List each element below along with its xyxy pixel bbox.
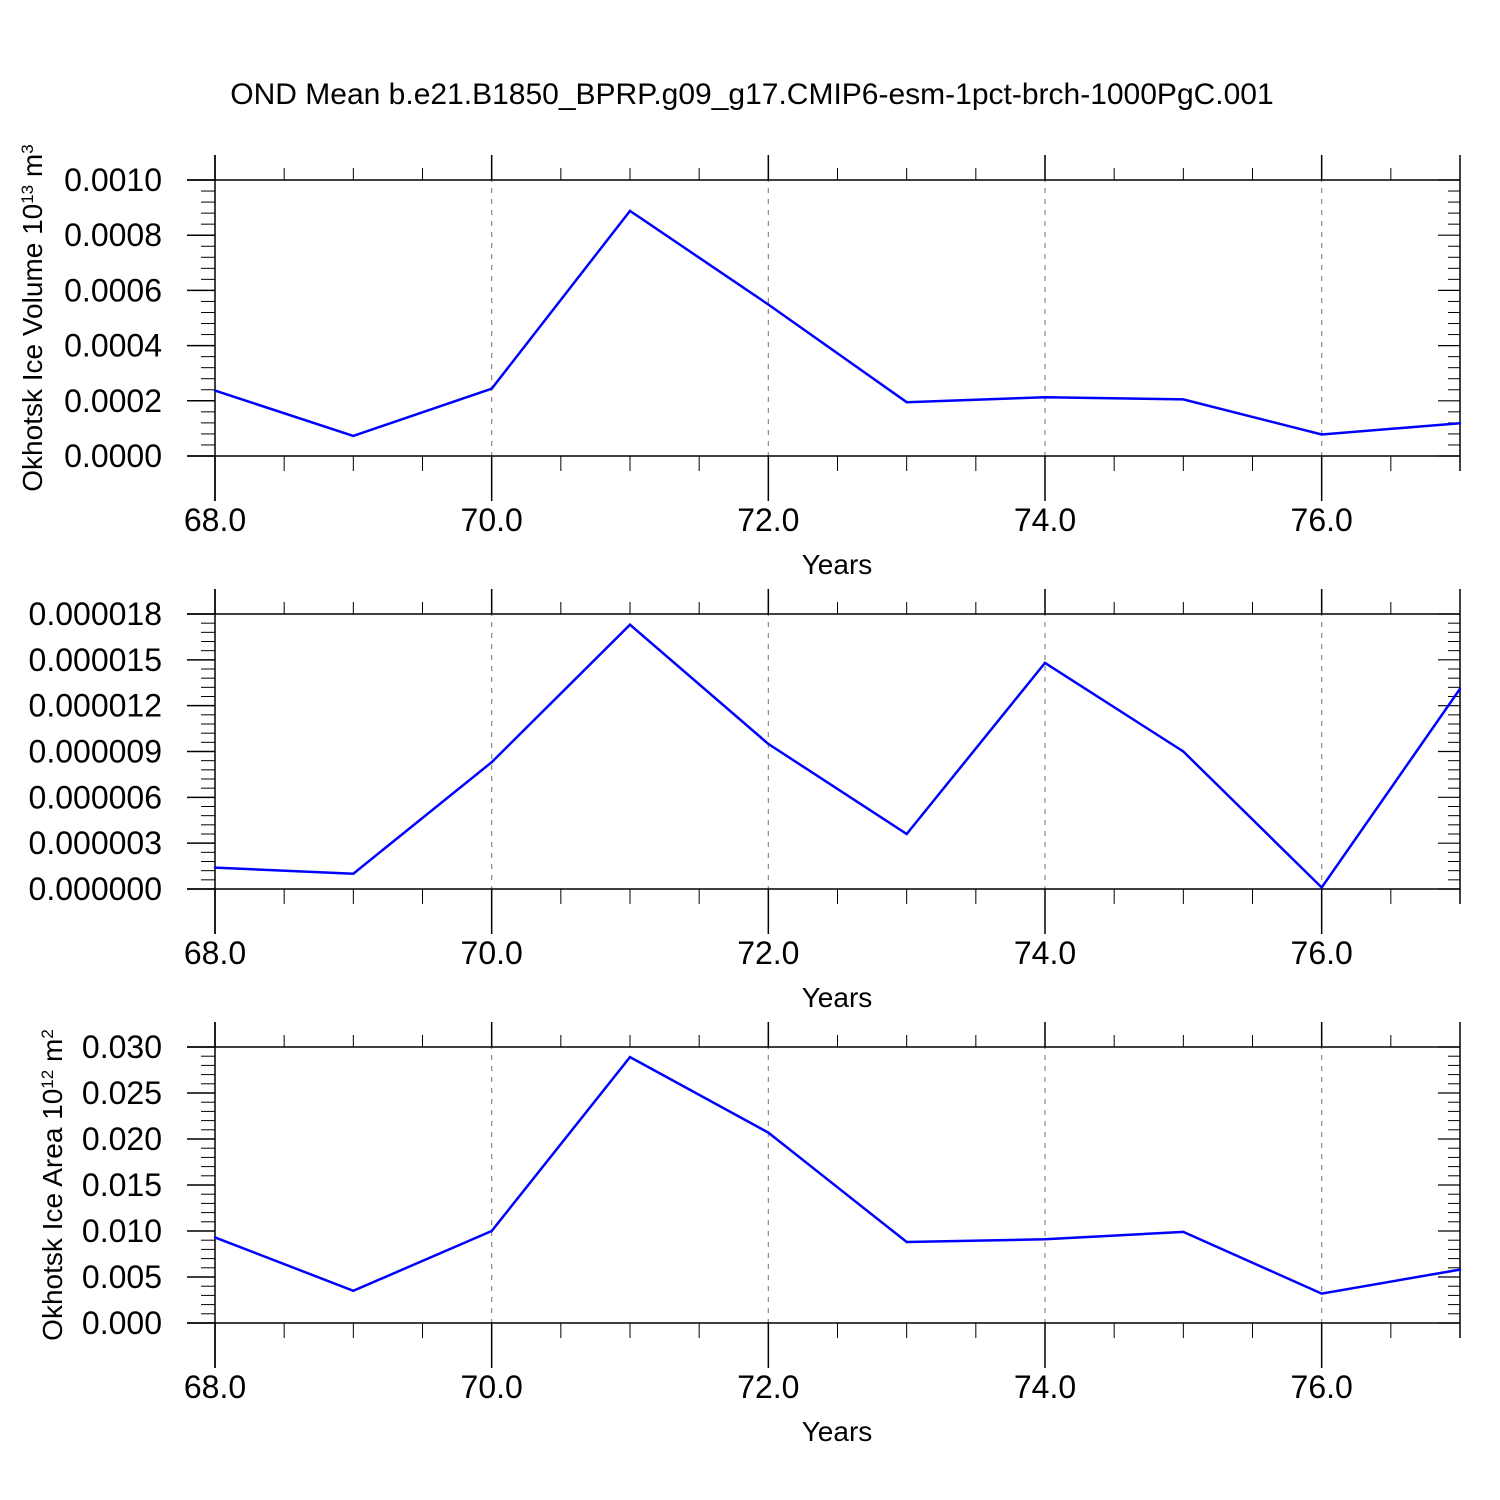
data-point (1182, 398, 1185, 401)
y-tick-label: 0.0008 (64, 217, 162, 253)
data-point (1458, 687, 1462, 691)
x-tick-label: 72.0 (737, 1369, 799, 1405)
y-axis-label: Okhotsk Ice Volume 1013 m3 (17, 144, 48, 491)
y-label-superscript: 13 (18, 185, 37, 204)
data-point (1043, 396, 1047, 399)
y-tick-label: 0.000003 (29, 825, 162, 861)
x-tick-label: 72.0 (737, 502, 799, 538)
y-tick-label: 0.0004 (64, 328, 162, 364)
x-tick-label: 68.0 (184, 1369, 246, 1405)
y-tick-label: 0.015 (82, 1167, 162, 1203)
data-point (1320, 1292, 1323, 1295)
y-label-superscript: 12 (38, 1070, 57, 1089)
data-point (1182, 750, 1185, 753)
y-tick-label: 0.000000 (29, 871, 162, 907)
x-tick-label: 70.0 (461, 935, 523, 971)
data-point (352, 1289, 355, 1293)
data-point (905, 400, 908, 404)
data-point (1458, 421, 1462, 425)
panel-ice-area: 0.000 0.005 0.010 0.015 0.020 0.025 0.030 68.0 7… (37, 1022, 1462, 1447)
data-point (1320, 886, 1323, 889)
x-axis-label: Years (802, 549, 873, 580)
y-tick-label: 0.000018 (29, 596, 162, 632)
data-point (1458, 1268, 1462, 1271)
y-tick-label: 0.0002 (64, 383, 162, 419)
y-label-superscript: 2 (38, 1029, 57, 1038)
y-tick-label: 0.005 (82, 1259, 162, 1295)
data-point (905, 832, 908, 836)
data-point (1320, 433, 1323, 436)
y-tick-label: 0.000 (82, 1305, 162, 1341)
y-tick-label: 0.000015 (29, 642, 162, 678)
data-point (1043, 661, 1047, 665)
y-tick-label: 0.0006 (64, 272, 162, 308)
data-point (213, 866, 217, 869)
data-point (767, 303, 770, 306)
y-tick-label: 0.020 (82, 1121, 162, 1157)
data-point (767, 742, 770, 746)
data-point (490, 760, 493, 764)
x-tick-label: 74.0 (1014, 1369, 1076, 1405)
data-point (628, 1055, 632, 1059)
y-label-text: m (37, 1039, 68, 1070)
x-axis-label: Years (802, 982, 873, 1013)
y-label-superscript: 3 (18, 144, 37, 153)
series-line (214, 209, 1461, 438)
data-point (490, 1229, 493, 1233)
x-tick-label: 68.0 (184, 502, 246, 538)
series-line (214, 622, 1462, 890)
y-tick-label: 0.000006 (29, 779, 162, 815)
y-label-text: Okhotsk Ice Area 10 (37, 1089, 68, 1341)
x-tick-label: 76.0 (1291, 1369, 1353, 1405)
y-tick-label: 0.030 (82, 1029, 162, 1065)
y-tick-label: 0.000012 (29, 688, 162, 724)
figure-title: OND Mean b.e21.B1850_BPRP.g09_g17.CMIP6-… (230, 78, 1273, 111)
data-point (213, 389, 217, 392)
panel-ice-volume: 0.0000 0.0002 0.0004 0.0006 0.0008 0.0010 68.0… (17, 144, 1462, 580)
x-tick-label: 70.0 (461, 502, 523, 538)
data-point (628, 209, 632, 213)
data-point (1043, 1238, 1047, 1241)
x-tick-label: 70.0 (461, 1369, 523, 1405)
y-tick-label: 0.025 (82, 1075, 162, 1111)
data-point (352, 872, 355, 875)
data-point (490, 387, 493, 390)
x-tick-label: 72.0 (737, 935, 799, 971)
y-tick-label: 0.0010 (64, 162, 162, 198)
x-tick-label: 74.0 (1014, 935, 1076, 971)
data-point (352, 434, 355, 438)
data-point (1182, 1230, 1185, 1234)
x-tick-label: 76.0 (1291, 502, 1353, 538)
x-tick-label: 76.0 (1291, 935, 1353, 971)
data-point (905, 1240, 908, 1244)
y-label-text: m (17, 154, 48, 185)
y-tick-label: 0.000009 (29, 734, 162, 770)
x-tick-label: 68.0 (184, 935, 246, 971)
data-point (213, 1236, 217, 1239)
x-tick-label: 74.0 (1014, 502, 1076, 538)
x-axis-label: Years (802, 1416, 873, 1447)
y-tick-label: 0.010 (82, 1213, 162, 1249)
y-tick-label: 0.0000 (64, 438, 162, 474)
data-point (767, 1131, 770, 1134)
panel-snow-volume: 0.000000 0.000003 0.000006 0.000009 0.000012… (29, 589, 1462, 1013)
y-axis-label: Okhotsk Ice Area 1012 m2 (37, 1029, 68, 1341)
data-point (628, 623, 632, 626)
series-line (214, 1055, 1461, 1295)
y-label-text: Okhotsk Ice Volume 10 (17, 204, 48, 492)
